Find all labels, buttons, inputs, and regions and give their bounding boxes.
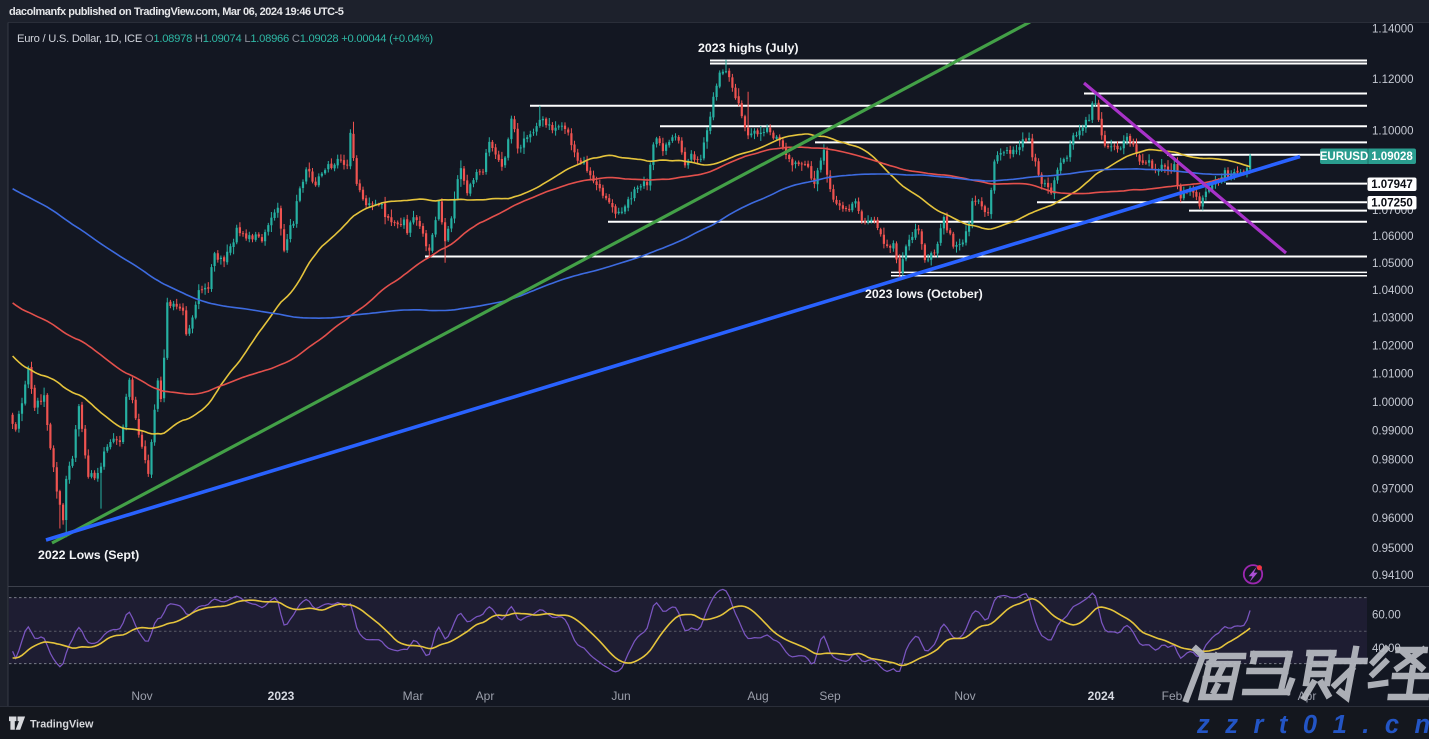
svg-text:0.97000: 0.97000 (1372, 484, 1414, 496)
svg-text:Euro / U.S. Dollar, 1D, ICE O1: Euro / U.S. Dollar, 1D, ICE O1.08978 H1.… (17, 33, 433, 45)
svg-text:Sep: Sep (819, 689, 841, 703)
svg-text:1.06000: 1.06000 (1372, 231, 1414, 243)
svg-text:0.95000: 0.95000 (1372, 543, 1414, 555)
svg-text:0.99000: 0.99000 (1372, 425, 1414, 437)
svg-text:EURUSD: EURUSD (1320, 151, 1369, 163)
svg-text:60.00: 60.00 (1372, 610, 1401, 622)
svg-text:0.96000: 0.96000 (1372, 513, 1414, 525)
svg-text:1.00000: 1.00000 (1372, 397, 1414, 409)
svg-text:2023: 2023 (268, 689, 295, 703)
svg-text:2022 Lows (Sept): 2022 Lows (Sept) (38, 548, 139, 562)
svg-text:1.07250: 1.07250 (1371, 198, 1413, 210)
svg-text:1.02000: 1.02000 (1372, 340, 1414, 352)
svg-text:Nov: Nov (131, 689, 152, 703)
svg-text:1.07947: 1.07947 (1371, 179, 1413, 191)
svg-text:Aug: Aug (747, 689, 768, 703)
svg-text:dacolmanfx published on Tradin: dacolmanfx published on TradingView.com,… (9, 6, 344, 18)
svg-text:1.14000: 1.14000 (1372, 24, 1414, 36)
svg-text:Apr: Apr (476, 689, 495, 703)
svg-text:1.05000: 1.05000 (1372, 258, 1414, 270)
svg-text:Feb: Feb (1162, 689, 1183, 703)
svg-text:1.04000: 1.04000 (1372, 285, 1414, 297)
svg-text:1.10000: 1.10000 (1372, 125, 1414, 137)
svg-text:2023 lows (October): 2023 lows (October) (865, 287, 983, 301)
svg-text:zzrt01.cn: zzrt01.cn (1196, 711, 1429, 739)
svg-text:1.12000: 1.12000 (1372, 74, 1414, 86)
svg-text:0.94100: 0.94100 (1372, 570, 1414, 582)
svg-text:2023 highs (July): 2023 highs (July) (698, 41, 799, 55)
svg-text:1.01000: 1.01000 (1372, 369, 1414, 381)
svg-text:TradingView: TradingView (30, 719, 94, 731)
svg-text:Mar: Mar (403, 689, 424, 703)
svg-text:2024: 2024 (1088, 689, 1115, 703)
svg-text:Nov: Nov (954, 689, 975, 703)
svg-text:Jun: Jun (611, 689, 630, 703)
svg-text:1.09028: 1.09028 (1371, 151, 1413, 163)
svg-text:0.98000: 0.98000 (1372, 454, 1414, 466)
svg-text:1.03000: 1.03000 (1372, 313, 1414, 325)
